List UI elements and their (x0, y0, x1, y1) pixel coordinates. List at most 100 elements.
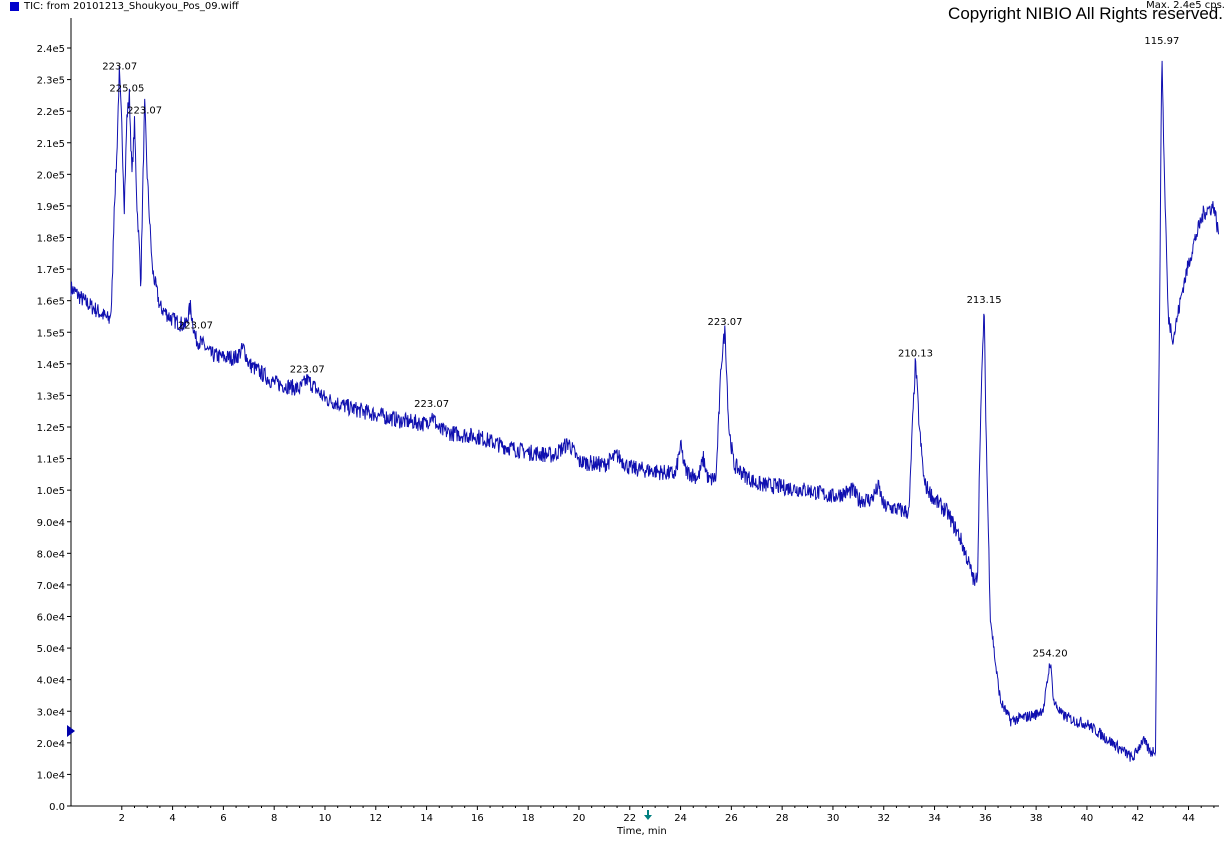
x-tick: 42 (1131, 806, 1177, 824)
x-tick-label: 8 (271, 813, 277, 824)
y-tick: 2.0e4 (37, 739, 71, 750)
x-tick: 10 (319, 806, 364, 824)
y-tick-label: 2.0e5 (37, 170, 65, 181)
peak-label: 223.07 (127, 105, 162, 116)
x-tick: 38 (1030, 806, 1075, 824)
y-tick-label: 1.1e5 (37, 455, 65, 466)
x-tick-label: 28 (776, 813, 789, 824)
y-tick-label: 1.2e5 (37, 423, 65, 434)
x-tick: 6 (220, 806, 262, 824)
x-tick: 36 (979, 806, 1024, 824)
peak-label: 223.07 (708, 317, 743, 328)
y-tick: 1.4e5 (37, 360, 71, 371)
x-tick-label: 42 (1131, 813, 1144, 824)
peak-annotation: 223.07 (178, 320, 213, 331)
y-tick-label: 1.4e5 (37, 360, 65, 371)
x-tick: 14 (420, 806, 466, 824)
x-tick: 8 (271, 806, 313, 824)
y-tick: 1.1e5 (37, 455, 71, 466)
y-tick: 1.0e4 (37, 770, 71, 781)
peak-annotation: 223.07 (414, 399, 449, 410)
peak-annotation: 254.20 (1033, 649, 1068, 660)
y-tick: 1.0e5 (37, 486, 71, 497)
y-tick-label: 1.5e5 (37, 328, 65, 339)
x-tick-label: 16 (471, 813, 484, 824)
peak-annotation: 210.13 (898, 349, 933, 360)
peak-annotation: 223.07 (290, 364, 325, 375)
x-tick-label: 4 (169, 813, 175, 824)
y-tick-label: 1.0e5 (37, 486, 65, 497)
y-tick: 2.4e5 (37, 44, 71, 55)
y-tick-label: 1.0e4 (37, 770, 65, 781)
x-tick-label: 44 (1182, 813, 1195, 824)
y-tick-label: 2.4e5 (37, 44, 65, 55)
x-tick: 12 (369, 806, 415, 824)
peak-annotation: 225.05 (109, 83, 144, 94)
x-tick-label: 26 (725, 813, 738, 824)
x-tick-label: 12 (369, 813, 382, 824)
y-tick-label: 1.8e5 (37, 234, 65, 245)
peak-annotation: 223.07 (102, 61, 137, 72)
peak-annotation: 223.07 (708, 317, 743, 328)
x-axis-label: Time, min (617, 826, 667, 837)
peak-label: 223.07 (290, 364, 325, 375)
series-color-swatch (10, 2, 19, 11)
chart-source-title: TIC: from 20101213_Shoukyou_Pos_09.wiff (24, 1, 239, 12)
x-tick-label: 40 (1081, 813, 1094, 824)
peak-label: 210.13 (898, 349, 933, 360)
x-tick: 34 (928, 806, 974, 824)
x-tick-label: 30 (827, 813, 840, 824)
y-tick: 3.0e4 (37, 707, 71, 718)
max-intensity-label: Max. 2.4e5 cps. (1146, 0, 1225, 11)
y-tick-label: 2.1e5 (37, 139, 65, 150)
y-axis-marker-icon[interactable] (67, 725, 75, 737)
y-tick: 1.2e5 (37, 423, 71, 434)
x-tick: 22 (623, 806, 669, 824)
y-tick: 1.5e5 (37, 328, 71, 339)
y-tick-label: 6.0e4 (37, 613, 65, 624)
y-tick-label: 4.0e4 (37, 676, 65, 687)
peak-label: 223.07 (102, 61, 137, 72)
x-tick-label: 10 (319, 813, 332, 824)
y-tick: 4.0e4 (37, 676, 71, 687)
x-tick-label: 22 (623, 813, 636, 824)
y-tick-label: 1.6e5 (37, 297, 65, 308)
y-tick-label: 0.0 (49, 802, 65, 813)
y-tick: 1.9e5 (37, 202, 71, 213)
y-tick-label: 9.0e4 (37, 518, 65, 529)
peak-label: 223.07 (178, 320, 213, 331)
y-tick: 9.0e4 (37, 518, 71, 529)
y-tick: 2.2e5 (37, 107, 71, 118)
peak-annotation: 223.07 (127, 105, 162, 116)
x-tick-label: 34 (928, 813, 941, 824)
y-tick-label: 2.2e5 (37, 107, 65, 118)
y-tick: 5.0e4 (37, 644, 71, 655)
y-tick-label: 1.9e5 (37, 202, 65, 213)
y-tick-label: 5.0e4 (37, 644, 65, 655)
y-tick-label: 7.0e4 (37, 581, 65, 592)
x-tick-label: 2 (119, 813, 125, 824)
y-tick-label: 1.7e5 (37, 265, 65, 276)
x-tick-label: 38 (1030, 813, 1043, 824)
y-tick: 1.8e5 (37, 234, 71, 245)
x-tick: 30 (827, 806, 872, 824)
y-tick: 1.3e5 (37, 391, 71, 402)
time-cursor-arrow-icon[interactable] (644, 810, 652, 820)
x-tick-label: 32 (877, 813, 890, 824)
y-tick-label: 1.3e5 (37, 391, 65, 402)
y-tick-label: 2.3e5 (37, 76, 65, 87)
y-tick-label: 2.0e4 (37, 739, 65, 750)
x-tick-label: 18 (522, 813, 535, 824)
x-tick-label: 24 (674, 813, 687, 824)
y-tick: 8.0e4 (37, 549, 71, 560)
y-tick: 2.3e5 (37, 76, 71, 87)
peak-label: 254.20 (1033, 649, 1068, 660)
x-tick: 4 (169, 806, 212, 824)
x-tick: 26 (725, 806, 770, 824)
y-tick: 1.7e5 (37, 265, 71, 276)
y-tick: 2.0e5 (37, 170, 71, 181)
copyright-notice: Copyright NIBIO All Rights reserved. (948, 4, 1223, 23)
x-tick: 16 (471, 806, 516, 824)
peak-label: 225.05 (109, 83, 144, 94)
